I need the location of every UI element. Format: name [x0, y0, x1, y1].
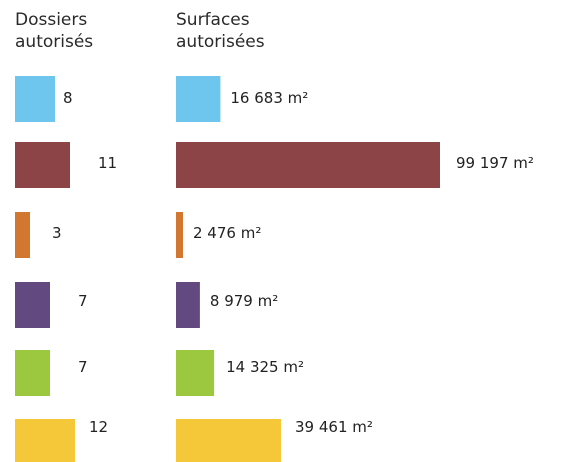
group-1-bar-5 [176, 419, 281, 462]
group-1-title-line-1: autorisées [176, 32, 265, 52]
group-1-bar-2 [176, 212, 183, 258]
group-0-value-label-2: 3 [52, 224, 62, 242]
group-1-bar-4 [176, 350, 215, 396]
group-1-bar-0 [176, 76, 221, 122]
group-1-bar-3 [176, 282, 200, 328]
group-0-title-line-1: autorisés [15, 32, 93, 52]
group-0-bar-3 [15, 282, 50, 328]
group-0-title-line-0: Dossiers [15, 10, 87, 30]
group-0-bar-1 [15, 142, 70, 188]
group-1-value-label-2: 2 476 m² [193, 224, 261, 242]
group-0-value-label-0: 8 [63, 89, 73, 107]
group-0-value-label-1: 11 [98, 154, 117, 172]
group-0-bar-5 [15, 419, 75, 462]
group-1-bar-1 [176, 142, 440, 188]
group-0-value-label-5: 12 [89, 418, 108, 436]
group-0-value-label-4: 7 [78, 358, 88, 376]
group-1-value-label-0: 16 683 m² [230, 89, 308, 107]
group-0-value-label-3: 7 [78, 292, 88, 310]
group-1-value-label-3: 8 979 m² [210, 292, 278, 310]
group-1-value-label-4: 14 325 m² [226, 358, 304, 376]
group-1-title-line-0: Surfaces [176, 10, 250, 30]
group-1-value-label-5: 39 461 m² [295, 418, 373, 436]
group-0-bar-0 [15, 76, 55, 122]
group-0-bar-2 [15, 212, 30, 258]
group-0-bar-4 [15, 350, 50, 396]
group-1-value-label-1: 99 197 m² [456, 154, 534, 172]
